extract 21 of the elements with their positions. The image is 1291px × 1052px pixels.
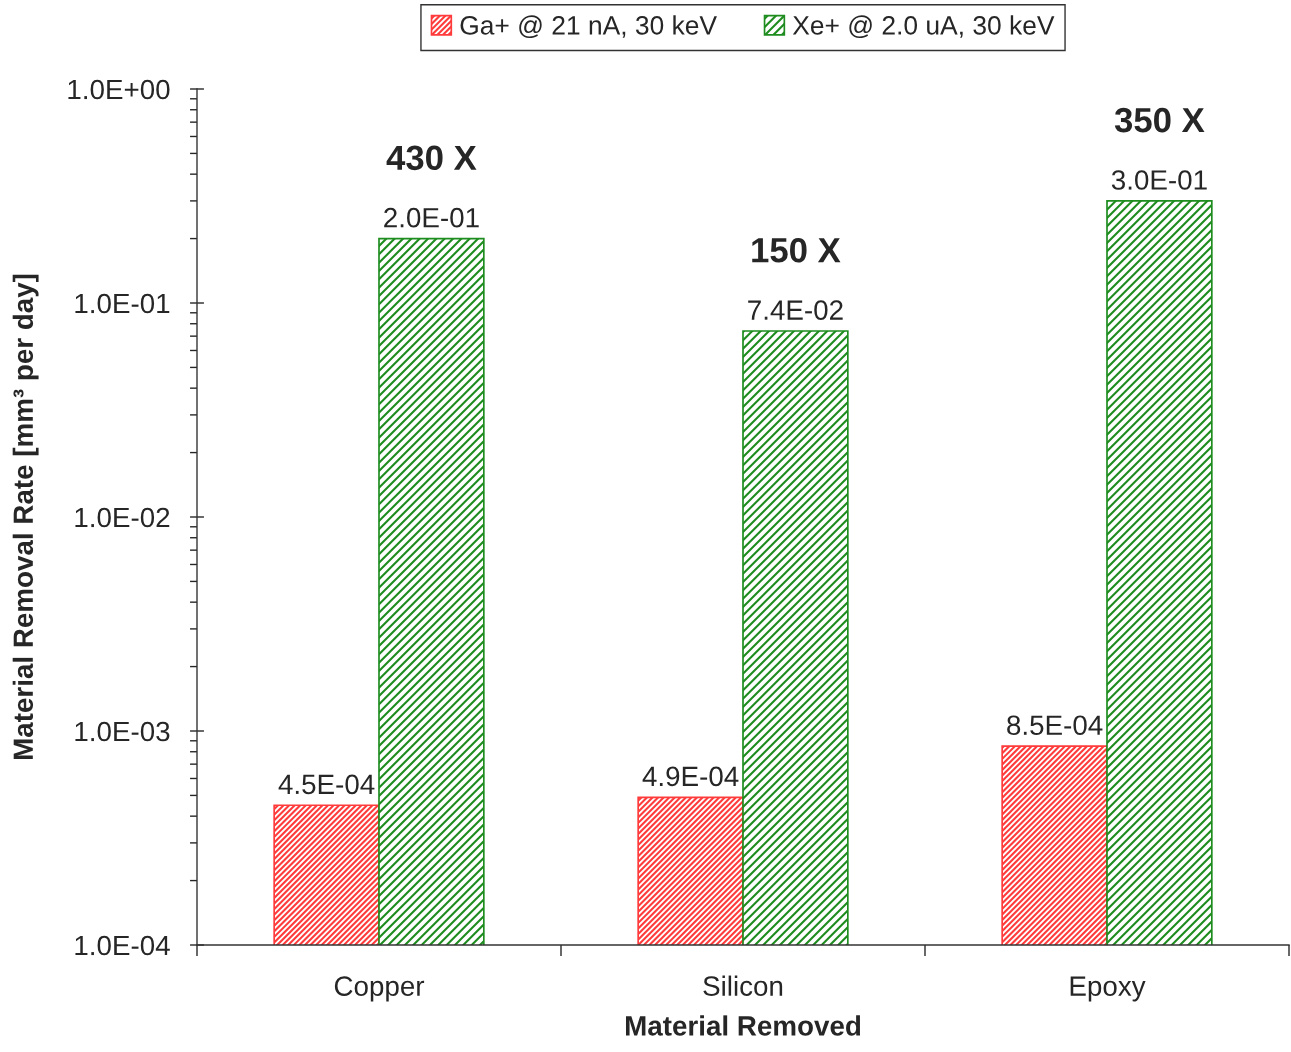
y-tick-label: 1.0E+00 [68, 79, 170, 100]
y-tick-label: 1.0E-01 [75, 293, 170, 314]
legend-label: Ga+ @ 21 nA, 30 keV [460, 15, 717, 39]
y-tick-label: 1.0E-03 [75, 721, 170, 742]
annotation: 430 X [386, 145, 477, 171]
y-tick-label: 1.0E-02 [75, 507, 170, 528]
x-axis-title: Material Removed [625, 1015, 861, 1036]
data-label: 2.0E-01 [384, 207, 479, 228]
x-tick-label: Epoxy [1070, 976, 1146, 1002]
annotation: 150 X [752, 237, 841, 263]
x-tick-label: Silicon [703, 975, 783, 996]
y-tick-label: 1.0E-04 [75, 935, 170, 956]
annotation: 350 X [1114, 107, 1205, 133]
y-axis-title: Material Removal Rate [mm³ per day] [12, 274, 39, 760]
data-label: 4.9E-04 [642, 766, 739, 787]
x-tick-label: Copper [334, 976, 425, 1002]
legend-label: Xe+ @ 2.0 uA, 30 keV [792, 15, 1055, 39]
data-label: 7.4E-02 [748, 300, 843, 320]
data-label: 3.0E-01 [1111, 170, 1207, 190]
data-label: 4.5E-04 [278, 774, 375, 795]
data-label: 8.5E-04 [1007, 715, 1103, 736]
